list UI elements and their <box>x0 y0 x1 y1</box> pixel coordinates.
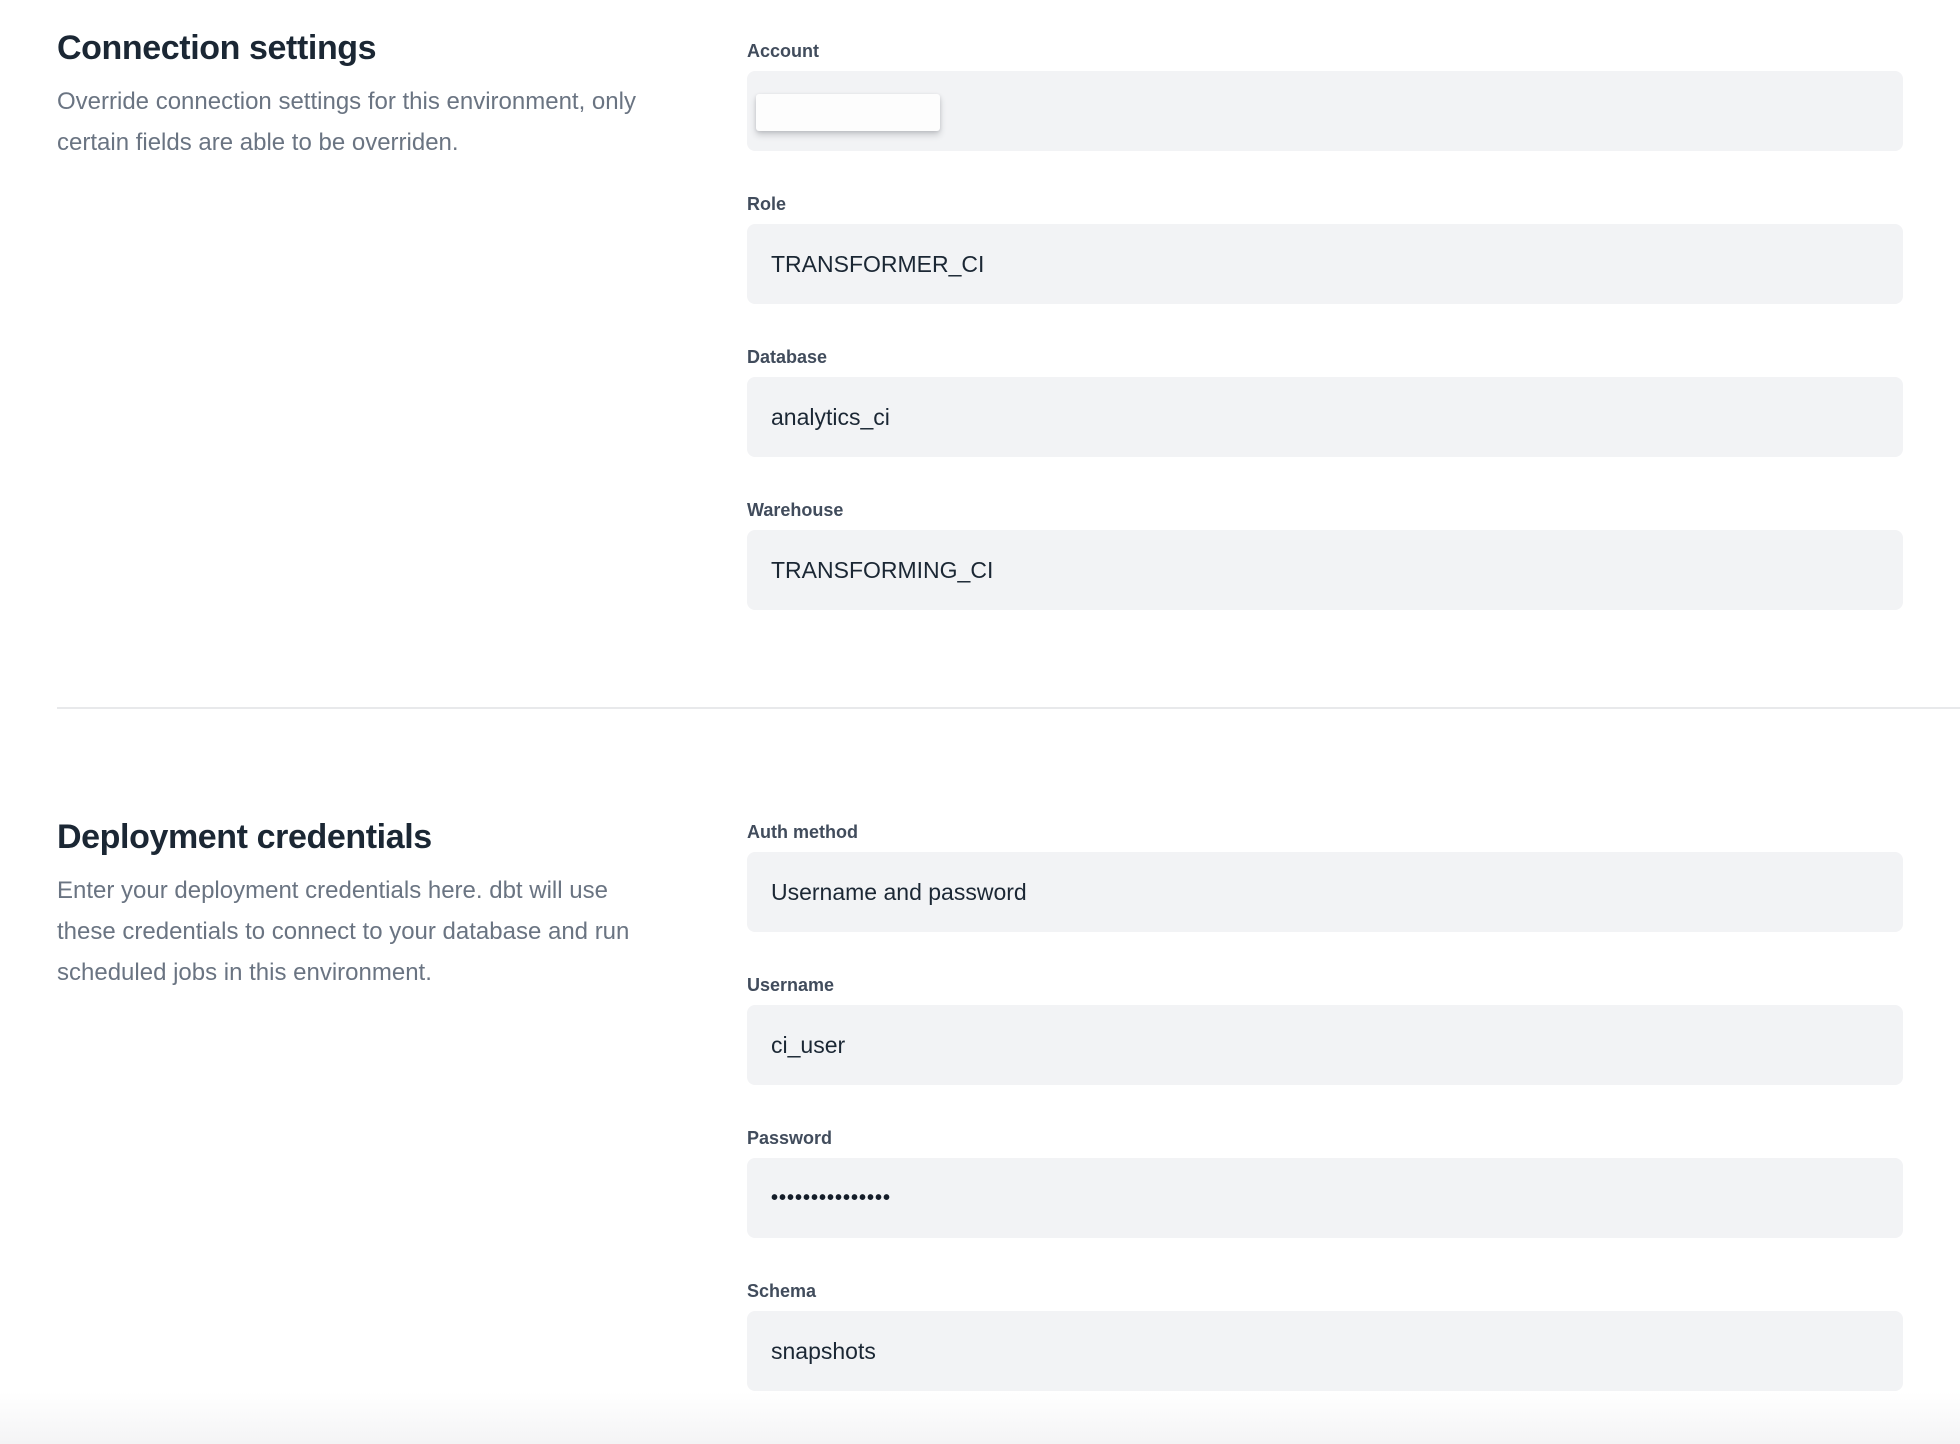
role-field: Role TRANSFORMER_CI <box>747 193 1903 304</box>
role-input[interactable]: TRANSFORMER_CI <box>747 224 1903 304</box>
warehouse-value: TRANSFORMING_CI <box>771 556 994 583</box>
account-label: Account <box>747 41 819 61</box>
section-title-deployment-credentials: Deployment credentials <box>57 818 432 856</box>
auth-method-label: Auth method <box>747 822 858 842</box>
password-input[interactable]: ••••••••••••••• <box>747 1158 1903 1238</box>
password-label: Password <box>747 1128 833 1148</box>
auth-method-value: Username and password <box>771 878 1027 905</box>
schema-value: snapshots <box>771 1337 876 1364</box>
deployment-credentials-section: Deployment credentials Enter your deploy… <box>0 709 1960 1391</box>
database-label: Database <box>747 347 828 367</box>
warehouse-input[interactable]: TRANSFORMING_CI <box>747 530 1903 610</box>
username-field: Username ci_user <box>747 974 1903 1085</box>
password-masked-value: ••••••••••••••• <box>771 1186 892 1209</box>
warehouse-label: Warehouse <box>747 500 844 520</box>
role-label: Role <box>747 194 787 214</box>
section-divider <box>57 707 1960 709</box>
username-label: Username <box>747 975 835 995</box>
database-value: analytics_ci <box>771 403 890 430</box>
scroll-fade <box>0 1392 1960 1444</box>
warehouse-field: Warehouse TRANSFORMING_CI <box>747 499 1903 610</box>
schema-input[interactable]: snapshots <box>747 1311 1903 1391</box>
role-value: TRANSFORMER_CI <box>771 250 985 277</box>
auth-method-field: Auth method Username and password <box>747 821 1903 932</box>
section-description-connection-settings: Override connection settings for this en… <box>57 88 636 156</box>
schema-field: Schema snapshots <box>747 1280 1903 1391</box>
section-description-deployment-credentials: Enter your deployment credentials here. … <box>57 877 630 986</box>
account-input[interactable] <box>747 71 1903 151</box>
account-field: Account <box>747 40 1903 151</box>
redaction-overlay <box>756 94 940 131</box>
username-input[interactable]: ci_user <box>747 1005 1903 1085</box>
schema-label: Schema <box>747 1281 817 1301</box>
database-field: Database analytics_ci <box>747 346 1903 457</box>
deployment-credentials-info: Deployment credentials Enter your deploy… <box>57 817 672 993</box>
password-field: Password ••••••••••••••• <box>747 1127 1903 1238</box>
username-value: ci_user <box>771 1031 846 1058</box>
auth-method-input[interactable]: Username and password <box>747 852 1903 932</box>
database-input[interactable]: analytics_ci <box>747 377 1903 457</box>
connection-settings-section: Connection settings Override connection … <box>0 0 1960 610</box>
connection-settings-info: Connection settings Override connection … <box>57 28 672 163</box>
deployment-credentials-form: Auth method Username and password Userna… <box>747 817 1903 1391</box>
section-title-connection-settings: Connection settings <box>57 29 377 67</box>
connection-settings-form: Account Role TRANSFORMER_CI Database ana… <box>747 28 1903 610</box>
